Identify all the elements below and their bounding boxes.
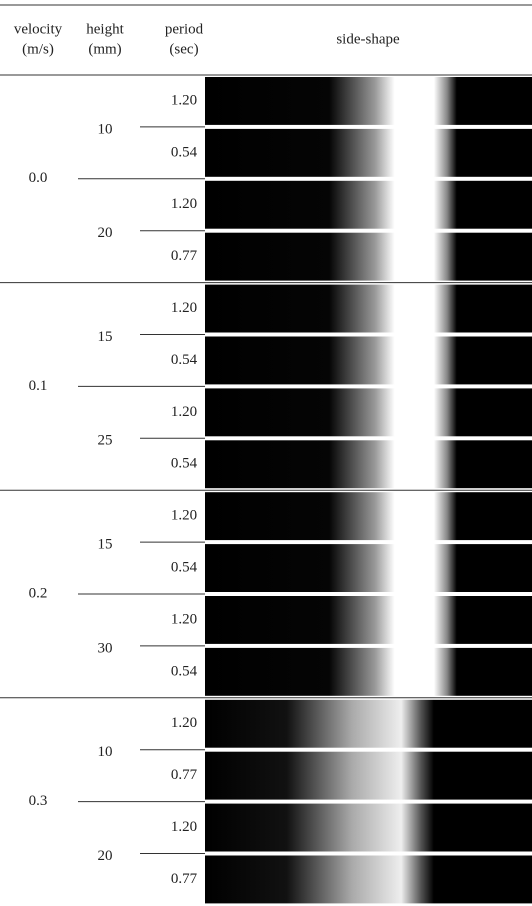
side-shape-image — [205, 751, 532, 800]
side-shape-image — [205, 128, 532, 177]
velocity-cell: 0.1 — [29, 378, 48, 394]
period-cell: 0.54 — [171, 559, 198, 575]
velocity-cell: 0.3 — [29, 793, 48, 809]
height-cell: 25 — [98, 433, 113, 449]
height-cell: 10 — [98, 744, 113, 760]
header-height: height — [86, 21, 124, 37]
period-cell: 1.20 — [171, 819, 197, 835]
side-shape-image — [205, 596, 532, 644]
height-cell: 10 — [98, 121, 113, 137]
height-cell: 20 — [98, 848, 113, 864]
period-cell: 0.77 — [171, 767, 198, 783]
header-side-shape: side-shape — [336, 31, 400, 47]
period-cell: 0.54 — [171, 663, 198, 679]
header-velocity: velocity — [14, 21, 63, 37]
side-shape-image — [205, 647, 532, 696]
side-shape-image — [205, 284, 532, 333]
velocity-cell: 0.2 — [29, 585, 48, 601]
header-velocity-unit: (m/s) — [22, 41, 54, 57]
header-period-unit: (sec) — [169, 41, 198, 57]
height-cell: 20 — [98, 225, 113, 241]
period-cell: 1.20 — [171, 196, 197, 212]
side-shape-image — [205, 388, 532, 437]
height-cell: 30 — [98, 640, 113, 656]
period-cell: 1.20 — [171, 300, 197, 316]
height-cell: 15 — [98, 329, 113, 345]
period-cell: 1.20 — [171, 404, 197, 420]
side-shape-image — [205, 544, 532, 592]
period-cell: 0.54 — [171, 456, 198, 472]
period-cell: 0.77 — [171, 248, 198, 264]
period-cell: 1.20 — [171, 611, 197, 627]
header-period: period — [165, 21, 204, 37]
side-shape-image — [205, 77, 532, 125]
period-cell: 1.20 — [171, 92, 197, 108]
side-shape-image — [205, 180, 532, 229]
period-cell: 0.54 — [171, 352, 198, 368]
side-shape-image — [205, 699, 532, 748]
side-shape-image — [205, 232, 532, 281]
side-shape-image — [205, 336, 532, 385]
period-cell: 1.20 — [171, 715, 197, 731]
velocity-cell: 0.0 — [29, 170, 48, 186]
period-cell: 0.54 — [171, 144, 198, 160]
height-cell: 15 — [98, 537, 113, 553]
side-shape-image — [205, 492, 532, 541]
period-cell: 1.20 — [171, 508, 197, 524]
side-shape-image — [205, 440, 532, 489]
header-height-unit: (mm) — [88, 41, 121, 57]
period-cell: 0.77 — [171, 871, 198, 887]
side-shape-image — [205, 855, 532, 904]
side-shape-image — [205, 803, 532, 852]
